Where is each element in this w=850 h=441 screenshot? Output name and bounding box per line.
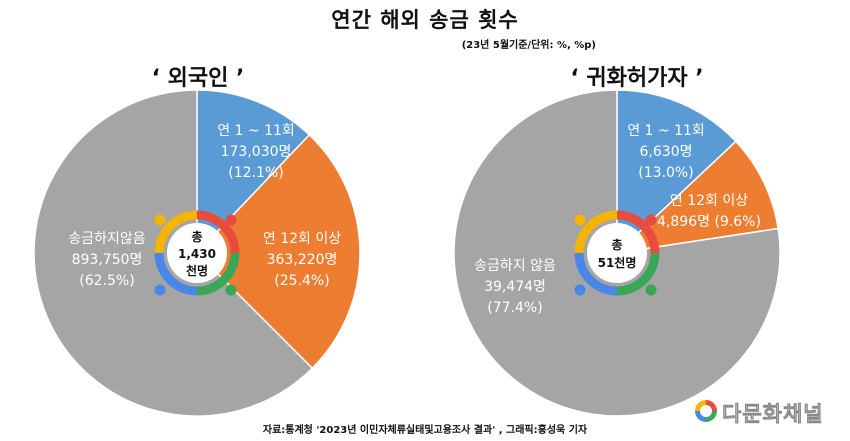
center-ring-segment (574, 252, 618, 296)
center-dot (225, 214, 237, 226)
pie-slice-0 (616, 89, 737, 255)
logo-text: 다문화채널 (722, 402, 824, 427)
pie-title-foreigners: ‘ 외국인 ’ (151, 66, 245, 91)
slice-label-0: 연 1 ~ 11회 173,030명 (12.1%) (217, 123, 295, 181)
center-ring-segment (574, 210, 618, 254)
center-ring-segment (154, 252, 198, 296)
center-dot (645, 214, 657, 226)
pie-slice-1 (614, 140, 780, 255)
pie-slice-0 (196, 89, 311, 255)
pie-naturalized: 연 1 ~ 11회 6,630명 (13.0%) 연 12회 이상 4,896명 (9.… (453, 89, 781, 417)
center-ring-segment (616, 252, 660, 296)
chart-title: 연간 해외 송금 횟수 (331, 8, 519, 32)
center-badge (587, 223, 647, 283)
center-ring-segment (616, 210, 660, 254)
center-dot (154, 214, 166, 226)
center-dot (574, 284, 586, 296)
slice-label-2: 송금하지않음 893,750명 (62.5%) (68, 231, 145, 289)
pie-foreigners: 연 1 ~ 11회 173,030명 (12.1%) 연 12회 이상 363,220명… (33, 89, 361, 417)
slice-label-0: 연 1 ~ 11회 6,630명 (13.0%) (627, 123, 705, 181)
unit-note: (23년 5월기준/단위: %, %p) (461, 40, 596, 51)
slice-label-1: 연 12회 이상 4,896명 (9.6%) (657, 193, 761, 230)
center-ring-segment (154, 210, 198, 254)
center-dot (225, 284, 237, 296)
slice-label-2: 송금하지 않음 39,474명 (77.4%) (474, 258, 556, 316)
center-ring-segment (196, 210, 240, 254)
center-dot (574, 214, 586, 226)
pie-slice-1 (195, 133, 361, 370)
center-total-label: 총 51천명 (598, 237, 637, 270)
channel-logo: 다문화채널 (692, 395, 842, 427)
center-total-label: 총 1,430 천명 (178, 229, 216, 278)
slice-label-1: 연 12회 이상 363,220명 (25.4%) (263, 231, 341, 289)
source-note: 자료:통계청 '2023년 이민자체류실태및고용조사 결과' , 그래픽:홍성욱… (262, 425, 588, 436)
logo-icon (695, 400, 717, 422)
pie-title-naturalized: ‘ 귀화허가자 ’ (570, 66, 704, 91)
center-dot (645, 284, 657, 296)
center-dot (154, 284, 166, 296)
center-ring-segment (196, 252, 240, 296)
center-badge (167, 223, 227, 283)
